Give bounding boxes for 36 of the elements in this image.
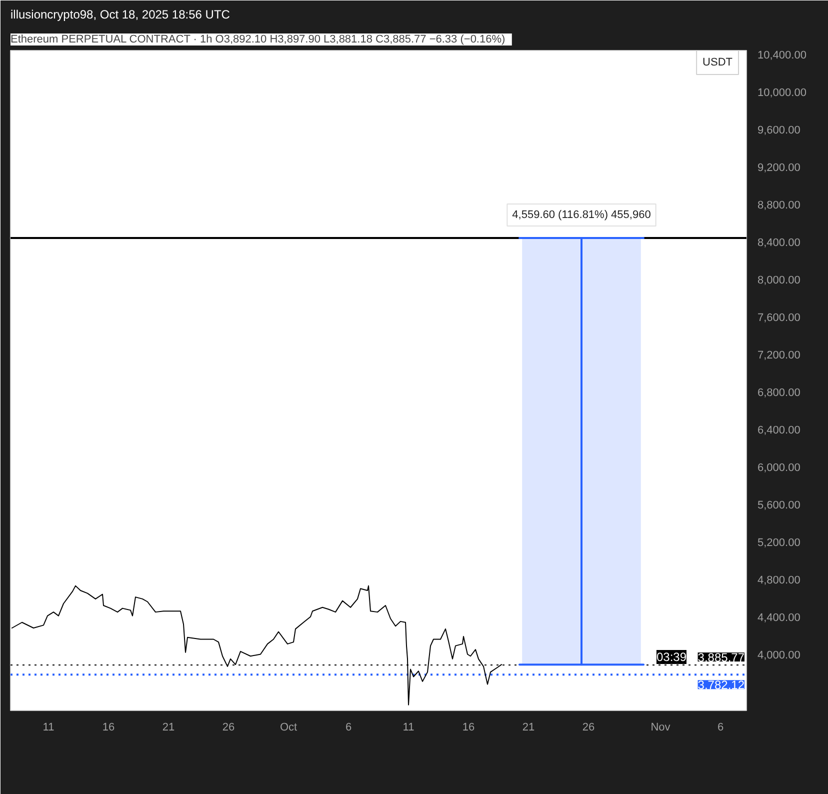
- x-tick-label: 6: [717, 722, 724, 734]
- y-tick-label: 9,200.00: [758, 162, 800, 174]
- x-tick-label: 11: [42, 722, 54, 734]
- ref-line-label: 3,885.77: [698, 650, 745, 664]
- x-tick-label: 16: [462, 722, 475, 734]
- annotation: 4,559.60 (116.81%) 455,960: [512, 209, 651, 221]
- x-tick-label: 26: [582, 722, 595, 734]
- y-tick-label: 8,400.00: [758, 236, 800, 249]
- text: illusioncrypto98, Oct 18, 2025 18:56 UTC: [10, 8, 230, 22]
- chart-title: Ethereum PERPETUAL CONTRACT · 1h O3,892.10 H3,897.90 L3,881.18 C3,885.77 −6.33 (−0.16%): [10, 34, 506, 46]
- y-tick-label: 7,200.00: [758, 349, 800, 362]
- y-tick-label: 6,400.00: [758, 424, 800, 436]
- x-tick-label: Oct: [280, 722, 298, 734]
- x-tick-label: 21: [522, 722, 535, 734]
- y-tick-label: 5,200.00: [758, 536, 800, 549]
- x-tick-label: 26: [222, 722, 235, 734]
- y-tick-label: 9,600.00: [758, 124, 800, 136]
- annotation: 03:39: [656, 650, 687, 664]
- y-tick-label: 10,000.00: [758, 86, 806, 99]
- y-tick-label: 7,600.00: [758, 312, 800, 324]
- y-tick-label: 10,400.00: [758, 49, 806, 62]
- x-tick-label: 6: [345, 722, 352, 734]
- y-tick-label: 4,000.00: [758, 649, 800, 662]
- y-tick-label: 6,800.00: [758, 386, 800, 399]
- x-tick-label: 16: [102, 722, 115, 734]
- y-axis-title: USDT: [702, 56, 733, 68]
- ref-line-label: 3,782.12: [698, 678, 745, 692]
- x-tick-label: 11: [402, 722, 414, 734]
- y-tick-label: 6,000.00: [758, 462, 800, 474]
- x-tick-label: Nov: [650, 722, 671, 734]
- y-tick-label: 8,800.00: [758, 199, 800, 212]
- y-tick-label: 8,000.00: [758, 274, 800, 286]
- y-tick-label: 4,800.00: [758, 574, 800, 586]
- y-tick-label: 4,400.00: [758, 612, 800, 624]
- y-tick-label: 5,600.00: [758, 499, 800, 512]
- x-tick-label: 21: [162, 722, 175, 734]
